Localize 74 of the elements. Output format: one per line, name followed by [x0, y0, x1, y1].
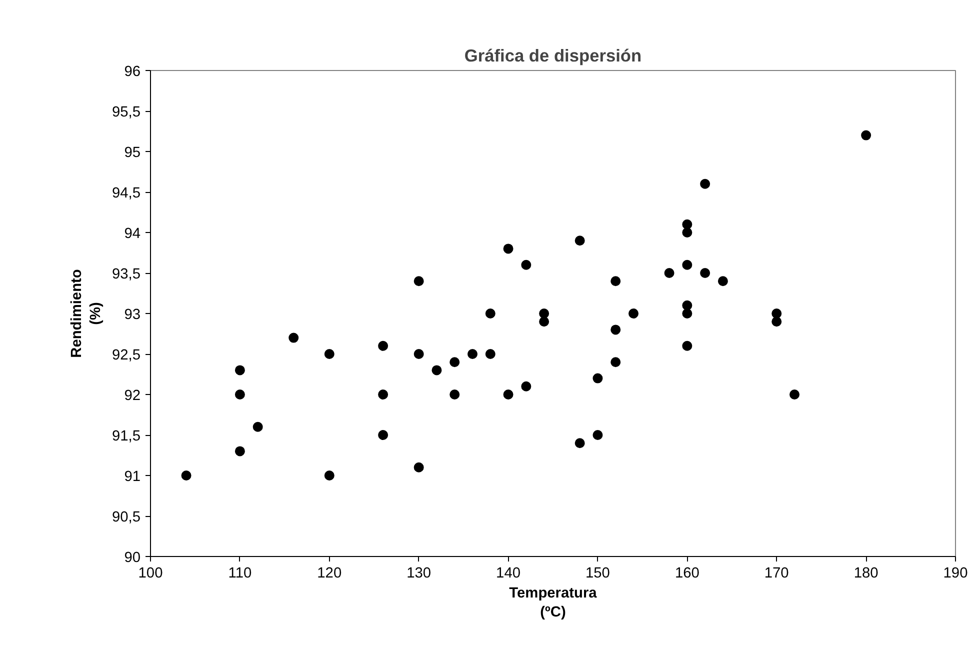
point [485, 349, 496, 359]
point [324, 349, 334, 359]
point [610, 324, 621, 335]
y-tick-label: 95,5 [112, 104, 141, 120]
x-tick-label: 100 [138, 566, 163, 582]
point [378, 340, 388, 351]
y-tick-label: 94,5 [112, 186, 141, 202]
y-tick-label: 91 [124, 469, 141, 485]
point [181, 470, 192, 480]
point [718, 276, 728, 286]
point [252, 422, 263, 432]
point [432, 365, 442, 376]
x-tick-label: 190 [943, 566, 968, 582]
point [521, 381, 532, 392]
x-tick-label: 170 [764, 566, 789, 582]
point [574, 438, 585, 448]
y-tick-label: 93,5 [112, 266, 141, 282]
point [378, 430, 388, 440]
x-tick-label: 130 [406, 566, 432, 582]
point [414, 462, 424, 472]
point [234, 390, 245, 400]
y-tick-label: 92 [124, 388, 141, 404]
point [790, 390, 800, 400]
point [324, 470, 334, 480]
point [861, 130, 872, 140]
y-tick-label: 90 [124, 550, 141, 566]
point [234, 365, 245, 376]
y-tick-label: 90,5 [112, 510, 141, 526]
point [414, 276, 424, 286]
y-tick-label: 93 [124, 307, 141, 323]
y-tick-label: 92,5 [112, 348, 141, 364]
y-tick-label: 96 [124, 64, 141, 80]
point [682, 300, 692, 310]
point [772, 308, 782, 318]
y-axis-title: Rendimiento (%) [68, 269, 104, 358]
point [485, 308, 496, 318]
x-axis-title: Temperatura (ºC) [509, 586, 598, 621]
point [682, 308, 692, 318]
point [468, 349, 478, 359]
point [610, 357, 621, 368]
y-tick-label: 94 [124, 226, 141, 242]
point [592, 430, 603, 440]
point [450, 357, 460, 368]
point [378, 390, 388, 400]
point [772, 316, 782, 327]
point [539, 308, 550, 318]
point [700, 178, 710, 189]
y-tick-label: 91,5 [112, 428, 141, 444]
x-tick-label: 150 [585, 566, 610, 582]
point [234, 446, 245, 456]
point [682, 219, 692, 230]
point [503, 390, 514, 400]
x-tick-label: 160 [674, 566, 700, 582]
point [539, 316, 550, 327]
x-tick-label: 110 [228, 566, 252, 582]
point [628, 308, 638, 318]
point [610, 276, 621, 286]
point [592, 373, 603, 384]
point [414, 349, 424, 359]
point [664, 268, 674, 278]
point [450, 390, 460, 400]
point [574, 236, 585, 246]
point [682, 340, 692, 351]
chart-title: Gráfica de dispersión [464, 46, 642, 66]
point [700, 268, 710, 278]
x-tick-label: 120 [317, 566, 342, 582]
point [682, 260, 692, 270]
y-tick-label: 95 [124, 145, 141, 161]
x-tick-label: 140 [496, 566, 521, 582]
point [521, 260, 532, 270]
x-tick-label: 180 [854, 566, 878, 582]
point [503, 244, 514, 254]
point [288, 332, 299, 343]
point [682, 228, 692, 238]
